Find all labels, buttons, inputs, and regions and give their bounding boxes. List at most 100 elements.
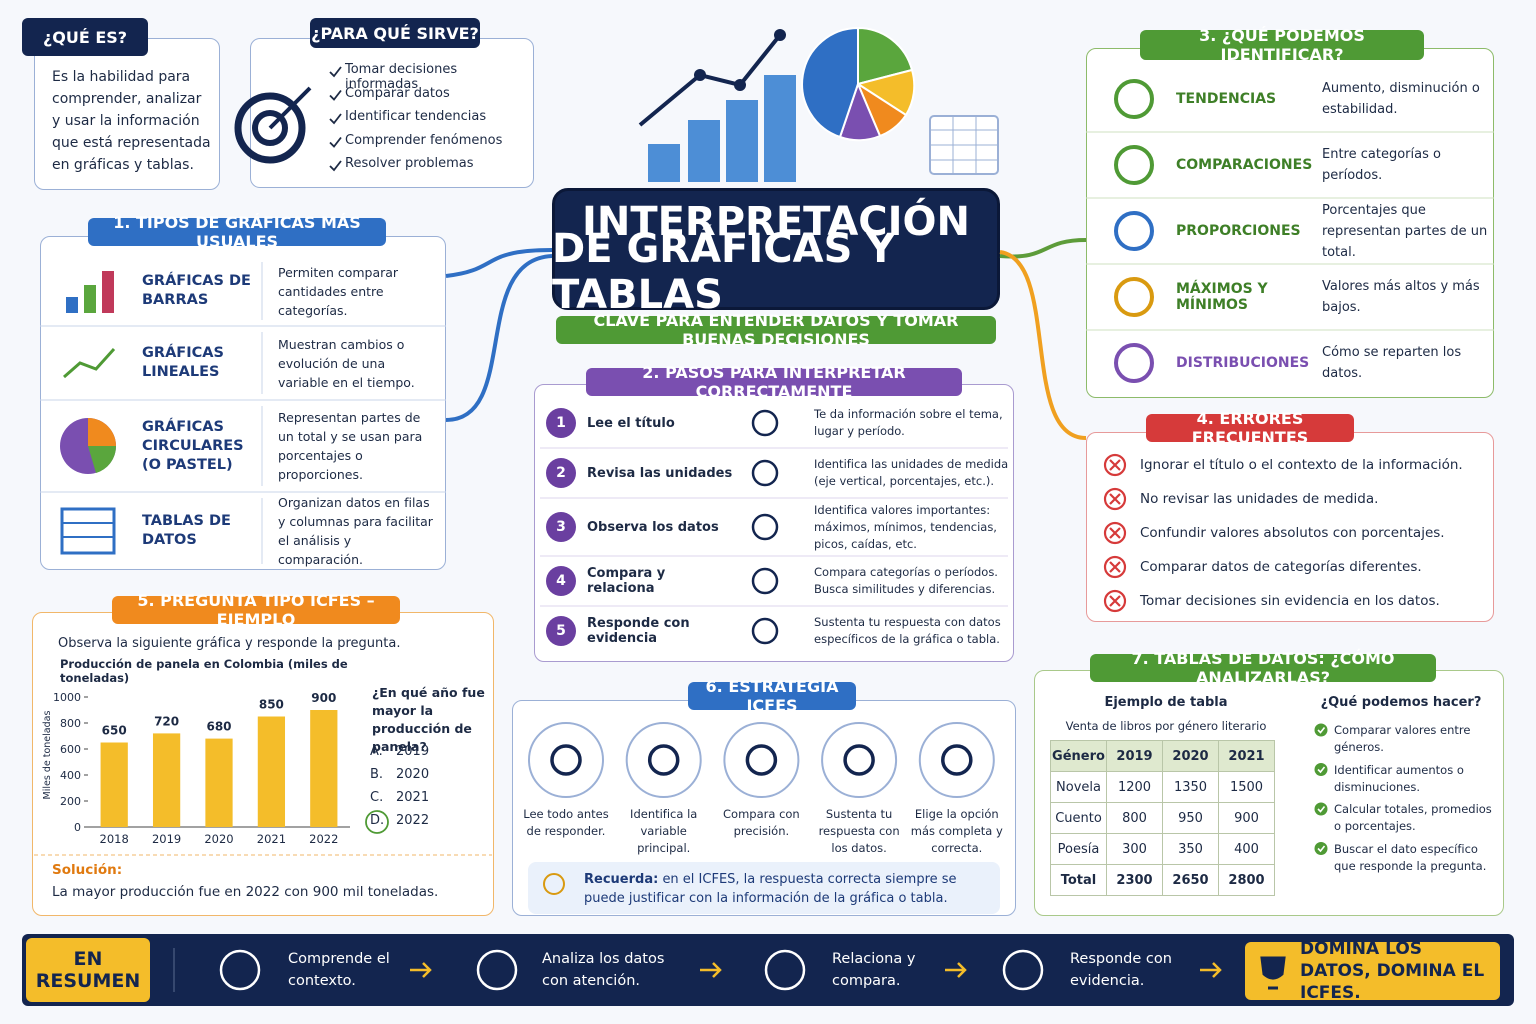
tipos-title: 1. TIPOS DE GRÁFICAS MÁS USUALES: [88, 213, 386, 251]
table-cell: Total: [1050, 864, 1107, 896]
table-header-cell: 2019: [1106, 740, 1163, 772]
step-num: 3: [556, 519, 566, 535]
target-icon: [234, 92, 306, 164]
tip-label: Recuerda:: [584, 872, 659, 887]
identificar-desc: Cómo se reparten los datos.: [1322, 345, 1462, 381]
icon: [66, 297, 78, 313]
tipo-name: GRÁFICAS CIRCULARES (O PASTEL): [142, 418, 244, 473]
strategy-item: Lee todo antes de responder.: [523, 807, 609, 838]
y-axis-label: Miles de toneladas: [42, 711, 53, 800]
connector: [445, 254, 553, 422]
icon: [88, 446, 117, 473]
icon: [751, 513, 779, 541]
icfes-question: ¿En qué año fue mayor la producción de p…: [372, 685, 485, 754]
option-text: 2021: [396, 790, 430, 805]
strategy-item: Identifica la variable principal.: [630, 807, 698, 855]
check-icon: [1317, 727, 1326, 734]
step-desc: Te da información sobre el tema, lugar y…: [814, 407, 1003, 438]
para-que-item: Identificar tendencias: [345, 109, 487, 124]
action-item: Calcular totales, promedios o porcentaje…: [1334, 802, 1492, 833]
check-icon: [1314, 802, 1328, 816]
check-icon: [1317, 766, 1326, 774]
strategy-item: Elige la opción más completa y correcta.: [910, 807, 1003, 855]
error-icon: [1103, 521, 1127, 545]
summary-step: Comprende el contexto.: [288, 951, 390, 989]
check-icon: [1317, 845, 1326, 853]
strategy-item: Sustenta tu respuesta con los datos.: [818, 807, 900, 855]
option-text: 2019: [396, 744, 430, 759]
strategy-icon: [918, 722, 995, 798]
arrow: [700, 962, 722, 978]
connector: [999, 238, 1087, 259]
table-header-cell: Género: [1050, 740, 1107, 772]
table-row: Novela 1200 1350 1500: [1050, 771, 1275, 803]
icon: [1114, 79, 1154, 119]
step-num: 1: [556, 415, 566, 431]
table-cell: Poesía: [1050, 833, 1107, 865]
step-desc: Sustenta tu respuesta con datos específi…: [814, 615, 1001, 646]
bar: [310, 710, 338, 827]
target-icon: [268, 86, 312, 130]
resumen-label-box: [26, 938, 150, 1002]
table-cell: Cuento: [1050, 802, 1107, 834]
identificar-name: TENDENCIAS: [1176, 91, 1277, 107]
arrow: [945, 962, 967, 978]
step-name: Observa los datos: [587, 519, 719, 535]
identificar-name: COMPARACIONES: [1176, 157, 1313, 173]
resumen-label: EN RESUMEN: [35, 948, 141, 992]
tipo-name: TABLAS DE DATOS: [142, 513, 231, 548]
summary-icon: [764, 949, 806, 991]
icon: [102, 271, 114, 313]
error-icon: [1109, 527, 1121, 539]
tipo-name: GRÁFICAS DE BARRAS: [142, 273, 251, 308]
closing: DOMINA LOS DATOS, DOMINA EL ICFES.: [1300, 939, 1485, 1003]
x-tick-label: 2020: [204, 832, 233, 846]
value-label: 850: [259, 698, 284, 712]
table-caption: Venta de libros por género literario: [1065, 719, 1267, 733]
y-tick-label: 200: [60, 795, 81, 808]
check-icon: [329, 66, 342, 78]
tipo-desc: Organizan datos en filas y columnas para…: [278, 495, 433, 567]
icon: [60, 507, 116, 555]
arrow: [1200, 962, 1222, 978]
strategy-icon: [550, 744, 582, 776]
check-icon: [329, 160, 342, 172]
summary-icon: [219, 949, 261, 991]
bar: [205, 738, 233, 827]
check-icon: [329, 136, 342, 148]
tip-box: [528, 862, 1000, 914]
icon: [84, 285, 96, 313]
y-tick-label: 0: [74, 821, 81, 834]
error-item: Confundir valores absolutos con porcenta…: [1140, 525, 1445, 541]
value-label: 720: [154, 714, 179, 728]
strategy-icon: [625, 722, 702, 798]
icfes-title: 5. PREGUNTA TIPO ICFES – EJEMPLO: [112, 591, 400, 629]
table-cell: 400: [1218, 833, 1275, 865]
x-tick-label: 2018: [100, 832, 129, 846]
icon: [1114, 343, 1154, 383]
icon: [751, 459, 779, 487]
error-icon: [1103, 555, 1127, 579]
icon: [751, 617, 779, 645]
table-row: Poesía 300 350 400: [1050, 833, 1275, 865]
value-label: 680: [206, 720, 231, 734]
identificar-name: DISTRIBUCIONES: [1176, 355, 1310, 371]
data-table: Género 2019 2020 2021 Novela 1200 1350 1500 Cuen…: [1050, 740, 1275, 896]
error-item: Tomar decisiones sin evidencia en los da…: [1140, 593, 1440, 609]
tipo-name: GRÁFICAS LINEALES: [142, 345, 224, 380]
step-num: 4: [556, 573, 566, 589]
connector: [445, 248, 553, 278]
identificar-title: 3. ¿QUÉ PODEMOS IDENTIFICAR?: [1140, 26, 1424, 64]
title-block: [552, 188, 1000, 310]
y-tick-label: 600: [60, 743, 81, 756]
icon: [63, 347, 116, 379]
identificar-desc: Valores más altos y más bajos.: [1322, 279, 1480, 315]
strategy-icon: [528, 722, 604, 798]
para-que-item: Comprender fenómenos: [345, 132, 503, 148]
table-cell: 2800: [1218, 864, 1275, 896]
option-text: 2020: [396, 767, 430, 782]
table-header-cell: 2020: [1162, 740, 1219, 772]
icon: [751, 567, 779, 595]
action-item: Identificar aumentos o disminuciones.: [1334, 762, 1464, 794]
